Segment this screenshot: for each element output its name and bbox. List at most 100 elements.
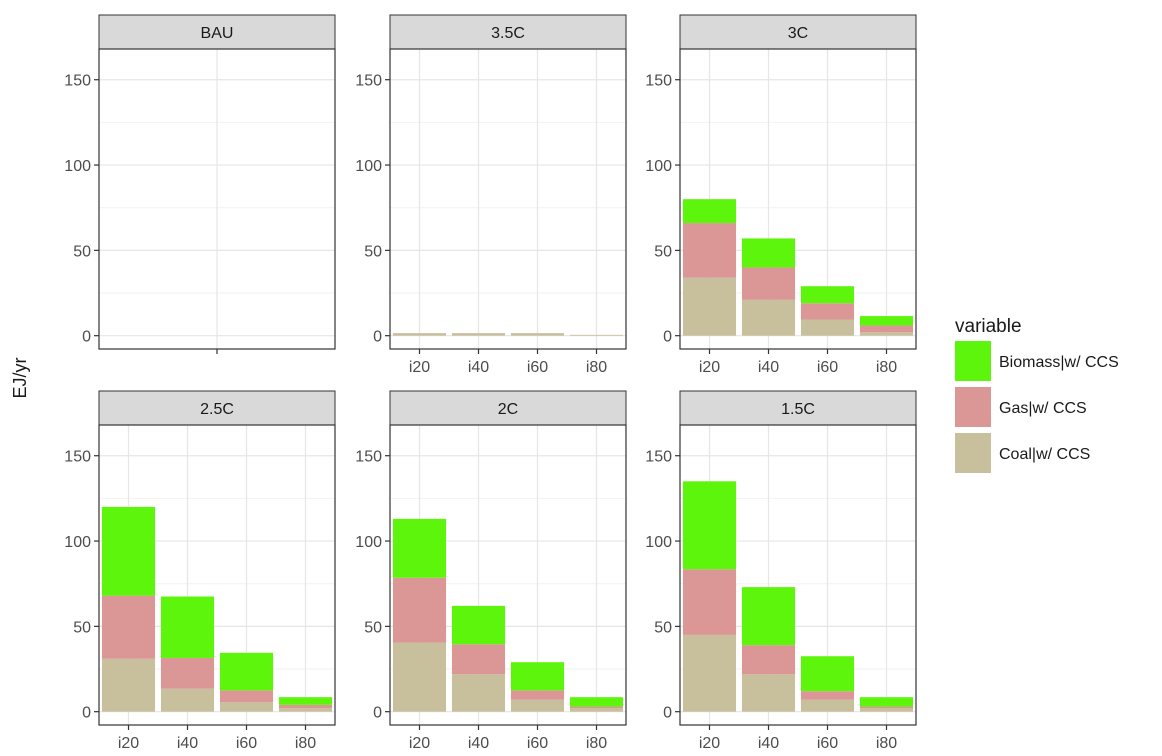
x-tick-label: i80 [586,359,607,376]
bar-segment [859,316,914,326]
facet-strip [98,390,336,426]
bar-segment [101,658,156,712]
facet-strip [389,390,627,426]
facet-title: 1.5C [781,401,815,418]
x-tick-label: i20 [699,359,720,376]
y-tick-label: 100 [355,534,382,551]
plot-area [390,49,626,349]
bar-segment [392,642,447,712]
x-tick-label: i60 [527,359,548,376]
facet-panel: 2C 0 50 100 150 i20 i40 i60 i80 [355,390,627,752]
y-tick-label: 150 [645,449,672,466]
y-tick-label: 100 [645,158,672,175]
y-tick-label: 150 [355,449,382,466]
facet-strip [98,14,336,50]
panel-border [389,424,627,726]
bar-segment [569,706,624,709]
facet-panel: BAU 0 50 100 150 [64,14,336,354]
y-tick-label: 0 [663,329,672,346]
x-tick-label: i80 [876,359,897,376]
bar-segment [741,587,796,646]
bar-segment [510,690,565,700]
facet-title: 3.5C [491,25,525,42]
x-tick-label: i80 [876,735,897,752]
legend: variable Biomass|w/ CCS Gas|w/ CCS Coal|w/… [955,316,1119,473]
y-tick-label: 150 [64,449,91,466]
facet-title: 2C [498,401,518,418]
y-tick-label: 100 [355,158,382,175]
bar-segment [859,706,914,709]
x-tick-label: i80 [586,735,607,752]
legend-label: Coal|w/ CCS [999,446,1090,463]
bar-segment [160,688,215,712]
x-tick-label: i60 [527,735,548,752]
x-tick-label: i40 [758,735,779,752]
x-tick-label: i40 [758,359,779,376]
bar-segment [682,199,737,224]
bar-segment [800,656,855,692]
bar-segment [741,238,796,268]
bar-segment [741,645,796,675]
y-tick-label: 50 [364,619,382,636]
bar-segment [569,697,624,707]
bar-segment [160,657,215,689]
y-tick-label: 0 [663,705,672,722]
bar-segment [219,652,274,691]
x-tick-label: i60 [236,735,257,752]
bar-segment [800,319,855,336]
bar-segment [569,334,624,336]
bar-segment [800,691,855,700]
facet-title: BAU [201,25,234,42]
facet-strip [389,14,627,50]
panel-border [679,48,917,350]
bar-segment [569,708,624,712]
x-tick-label: i20 [409,735,430,752]
y-tick-label: 100 [64,158,91,175]
bar-segment [392,333,447,336]
bar-segment [800,699,855,712]
panel-border [679,424,917,726]
y-tick-label: 50 [73,619,91,636]
bar-segment [859,708,914,712]
panel-border [389,48,627,350]
x-tick-label: i20 [409,359,430,376]
legend-title: variable [955,316,1022,337]
bar-segment [451,644,506,675]
y-tick-label: 0 [82,705,91,722]
legend-label: Gas|w/ CCS [999,400,1087,417]
bar-segment [859,697,914,707]
bar-segment [101,595,156,659]
bar-segment [859,332,914,336]
bar-segment [859,325,914,333]
panel-border [98,424,336,726]
y-tick-label: 50 [73,243,91,260]
y-tick-label: 150 [64,73,91,90]
bar-segment [741,299,796,336]
bar-segment [101,506,156,596]
panels-layer: BAU 0 50 100 150 3.5C 0 50 100 150 i20 i40 i60 i80 3C 0… [64,14,917,752]
bar-segment [682,481,737,570]
bar-segment [278,697,333,705]
facet-title: 2.5C [200,401,234,418]
y-tick-label: 0 [373,329,382,346]
y-tick-label: 0 [82,329,91,346]
bar-segment [160,596,215,658]
bar-segment [682,223,737,278]
y-tick-label: 100 [645,534,672,551]
bar-segment [800,286,855,304]
y-tick-label: 50 [654,619,672,636]
legend-swatch [955,387,991,427]
x-tick-label: i20 [699,735,720,752]
bar-segment [392,518,447,578]
x-tick-label: i40 [177,735,198,752]
x-tick-label: i60 [817,735,838,752]
legend-label: Biomass|w/ CCS [999,354,1119,371]
bar-segment [219,690,274,703]
facet-panel: 2.5C 0 50 100 150 i20 i40 i60 i80 [64,390,336,752]
facet-panel: 3C 0 50 100 150 i20 i40 i60 i80 [645,14,917,376]
bar-segment [510,699,565,712]
facet-panel: 1.5C 0 50 100 150 i20 i40 i60 i80 [645,390,917,752]
bar-segment [510,333,565,336]
y-tick-label: 150 [645,73,672,90]
